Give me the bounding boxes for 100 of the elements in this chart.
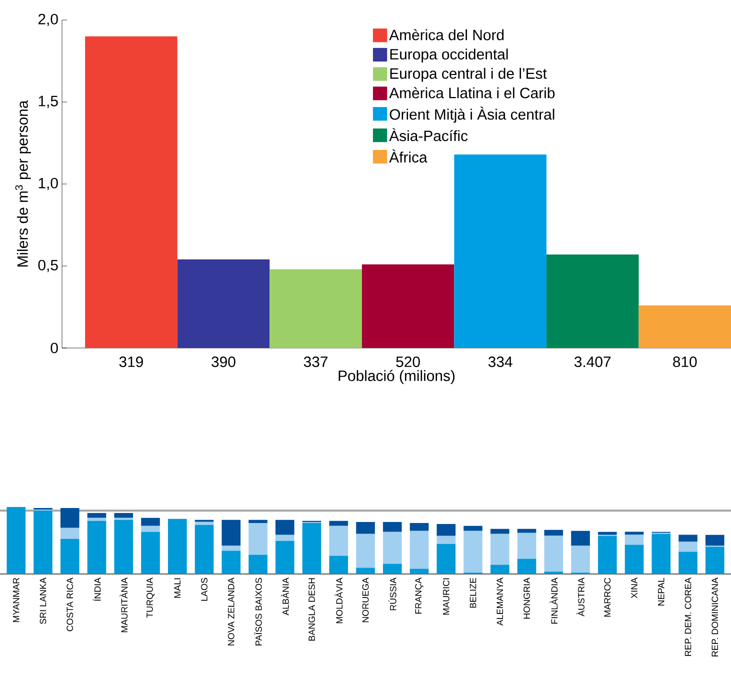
bar (571, 530, 590, 546)
x-tick-label: SRI LANKA (40, 578, 46, 624)
bar (275, 540, 294, 574)
bar (382, 532, 402, 564)
x-tick-label: MALI (174, 578, 180, 598)
x-tick-label: XINA (631, 578, 638, 598)
bar (222, 546, 241, 551)
x-tick-label: 390 (212, 356, 236, 368)
bar (517, 532, 536, 559)
x-tick-label: REP. DEM. COREA (684, 578, 692, 656)
bar (329, 520, 348, 526)
bar (464, 530, 482, 573)
legend-label: Orient Mitjà i Àsia central (390, 106, 554, 123)
x-tick-label: MYANMAR (13, 578, 20, 622)
bar (114, 512, 134, 518)
bar (194, 522, 214, 525)
bar (652, 534, 671, 574)
x-tick-label: 3.407 (574, 356, 611, 368)
x-tick-label: COSTA RICA (66, 578, 74, 632)
bar (356, 522, 375, 534)
bar (168, 518, 187, 574)
bar (410, 530, 429, 569)
bar (248, 554, 268, 574)
bar (624, 534, 644, 545)
y-tick-label: 0,5 (38, 260, 58, 272)
x-tick-label: REP. DOMINICANA (712, 578, 718, 656)
bar (624, 532, 644, 535)
bar (490, 564, 510, 574)
x-tick-label: NORUEGA (362, 578, 369, 622)
x-tick-label: NEPAL (658, 578, 664, 606)
y-tick-label: 2,0 (38, 14, 58, 26)
x-tick-label: RÚSSIA (388, 578, 396, 610)
x-tick-label: 520 (396, 356, 420, 368)
x-tick-label: FRANÇA (415, 578, 424, 614)
bar (624, 544, 644, 574)
bar (329, 526, 348, 556)
y-axis-title: Milers de m$^{3}$ per persona (15, 100, 31, 266)
bar (356, 568, 375, 574)
bar (436, 536, 456, 544)
bar (222, 550, 241, 574)
bar (248, 520, 268, 523)
bar (678, 534, 698, 542)
x-tick-label: 337 (304, 356, 328, 368)
x-tick-label: BANGLA DESH (308, 578, 315, 641)
x-tick-label: 810 (673, 356, 697, 368)
bar (222, 520, 241, 546)
y-tick-label: 1,5 (38, 96, 58, 108)
y-tick-label: 0 (50, 342, 58, 354)
x-tick-label: MAURITÀNIA (120, 578, 128, 632)
x-axis-title: Població (milions) (338, 370, 455, 384)
legend-label: Amèrica del Nord (389, 29, 504, 40)
x-tick-label: NOVA ZELANDA (228, 578, 234, 646)
bar (114, 520, 134, 574)
x-tick-label: 319 (119, 356, 143, 368)
bar (329, 556, 348, 574)
x-tick-label: ALBÀNIA (280, 578, 289, 616)
bar (705, 546, 724, 574)
x-tick-label: ALEMANYA (496, 578, 503, 626)
bar (141, 532, 160, 574)
bar (60, 528, 80, 539)
bar (275, 534, 294, 541)
bar (87, 512, 106, 518)
bar (141, 526, 160, 532)
bar (410, 522, 429, 531)
bar (141, 518, 160, 526)
legend-label: Europa occidental (390, 48, 508, 62)
x-tick-label: ÀUSTRIA (576, 578, 584, 616)
bar (6, 506, 26, 574)
bar (517, 528, 536, 533)
bar (464, 526, 482, 531)
bar (87, 518, 106, 521)
bar (382, 564, 402, 574)
bar (60, 538, 80, 574)
y-tick-label: 1,0 (38, 178, 58, 190)
bar (571, 546, 590, 573)
legend-label: Àfrica (389, 149, 428, 163)
x-tick-label: TURQUIA (146, 578, 154, 618)
bar (544, 536, 564, 572)
x-tick-label: MAURICI (442, 578, 450, 615)
bar (34, 510, 52, 574)
bar (678, 552, 698, 574)
bar (490, 534, 510, 565)
bar (382, 522, 402, 532)
x-tick-label: FINLÀNDIA (550, 578, 558, 624)
bar (356, 534, 375, 568)
bar (598, 536, 617, 574)
legend-label: Europa central i de l’Est (390, 68, 547, 82)
bar (705, 534, 724, 546)
bar (436, 544, 456, 574)
x-tick-label: LAOS (201, 578, 208, 601)
bar (275, 520, 294, 535)
bar (60, 508, 80, 528)
bar (302, 522, 322, 574)
x-tick-label: MOLDÀVIA (334, 578, 343, 624)
x-tick-label: HONGRIA (524, 578, 530, 619)
bar (490, 528, 510, 534)
bar (194, 524, 214, 574)
bar (598, 532, 617, 535)
bar (248, 522, 268, 555)
x-tick-label: 334 (488, 356, 512, 368)
